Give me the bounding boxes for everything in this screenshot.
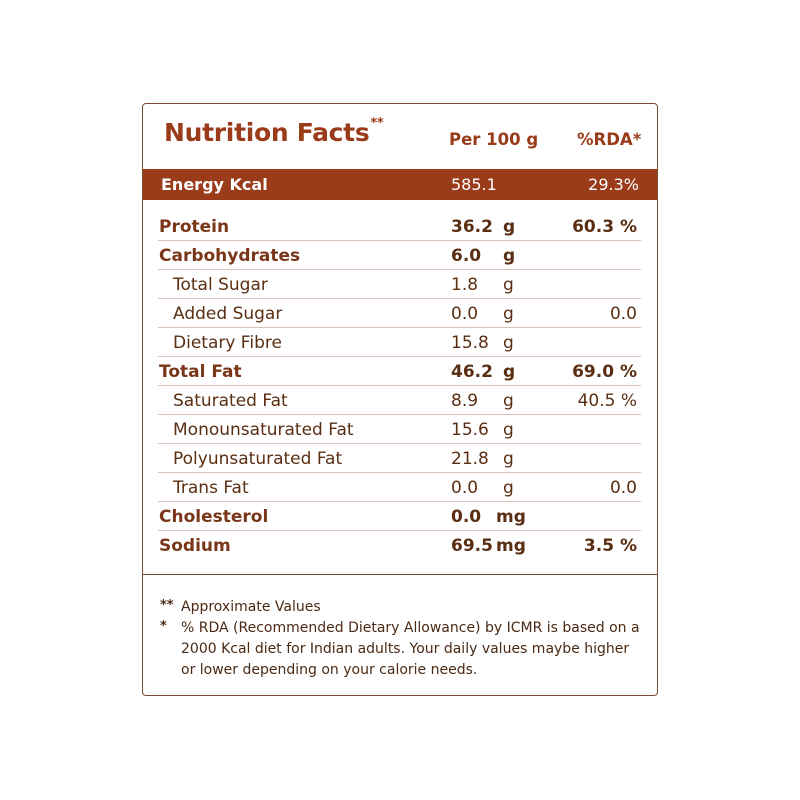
nutrient-name: Sodium (159, 536, 231, 556)
nutrient-amount: 0.0 (451, 478, 479, 498)
row-divider (158, 240, 641, 241)
nutrient-rda: 0.0 (609, 478, 637, 498)
nutrient-unit: g (503, 217, 516, 237)
nutrient-row: Polyunsaturated Fat 21.8 g (143, 444, 657, 473)
nutrient-unit: g (503, 478, 514, 498)
nutrient-amount: 15.6 (451, 420, 489, 440)
nutrient-amount: 15.8 (451, 333, 489, 353)
energy-label: Energy Kcal (161, 175, 268, 194)
nutrient-row: Cholesterol 0.0 mg (143, 502, 657, 531)
footnote-text: Approximate Values (181, 599, 321, 615)
row-divider (158, 530, 641, 531)
energy-row: Energy Kcal 585.1 29.3% (143, 169, 657, 200)
nutrient-unit: g (503, 333, 514, 353)
nutrient-name: Trans Fat (173, 478, 249, 498)
nutrient-unit: mg (496, 507, 526, 527)
footnotes: ** Approximate Values * % RDA (Recommended … (160, 597, 641, 681)
title-footnote-mark: ** (370, 116, 384, 131)
nutrient-unit: g (503, 420, 514, 440)
footnote-text: % RDA (Recommended Dietary Allowance) by… (181, 620, 640, 678)
nutrient-rda: 40.5 % (577, 391, 637, 411)
nutrient-rda: 60.3 % (572, 217, 637, 237)
nutrient-unit: g (503, 391, 514, 411)
nutrient-rda: 69.0 % (572, 362, 637, 382)
nutrient-name: Monounsaturated Fat (173, 420, 354, 440)
nutrient-name: Protein (159, 217, 230, 237)
nutrient-amount: 36.2 (451, 217, 493, 237)
row-divider (158, 443, 641, 444)
nutrient-name: Added Sugar (173, 304, 283, 324)
nutrient-amount: 69.5 (451, 536, 493, 556)
row-divider (158, 385, 641, 386)
footnote: ** Approximate Values (160, 597, 641, 618)
nutrient-name: Cholesterol (159, 507, 269, 527)
nutrient-row: Added Sugar 0.0 g 0.0 (143, 299, 657, 328)
nutrient-row: Dietary Fibre 15.8 g (143, 328, 657, 357)
nutrient-row: Sodium 69.5 mg 3.5 % (143, 531, 657, 560)
nutrition-facts-panel: Nutrition Facts** Per 100 g %RDA* Energy… (142, 103, 658, 696)
nutrient-rda: 0.0 (609, 304, 637, 324)
nutrient-unit: g (503, 362, 516, 382)
energy-rda: 29.3% (588, 175, 639, 194)
nutrient-amount: 6.0 (451, 246, 482, 266)
row-divider (158, 269, 641, 270)
nutrient-amount: 8.9 (451, 391, 479, 411)
nutrient-row: Saturated Fat 8.9 g 40.5 % (143, 386, 657, 415)
nutrient-row: Protein 36.2 g 60.3 % (143, 212, 657, 241)
nutrient-name: Saturated Fat (173, 391, 288, 411)
footnote-divider (143, 574, 657, 575)
row-divider (158, 414, 641, 415)
nutrient-unit: g (503, 246, 516, 266)
row-divider (158, 356, 641, 357)
nutrient-row: Carbohydrates 6.0 g (143, 241, 657, 270)
nutrient-name: Total Sugar (173, 275, 268, 295)
nutrient-name: Polyunsaturated Fat (173, 449, 343, 469)
nutrient-unit: g (503, 304, 514, 324)
column-header-rda: %RDA* (577, 130, 642, 149)
nutrient-rows: Protein 36.2 g 60.3 % Carbohydrates 6.0 g Total… (143, 212, 657, 560)
column-header-per-100g: Per 100 g (449, 130, 539, 149)
nutrient-amount: 0.0 (451, 304, 479, 324)
nutrient-row: Total Sugar 1.8 g (143, 270, 657, 299)
row-divider (158, 472, 641, 473)
row-divider (158, 501, 641, 502)
row-divider (158, 298, 641, 299)
panel-header: Nutrition Facts** Per 100 g %RDA* (143, 104, 657, 170)
nutrient-amount: 1.8 (451, 275, 479, 295)
row-divider (158, 327, 641, 328)
nutrient-unit: g (503, 275, 514, 295)
nutrient-row: Trans Fat 0.0 g 0.0 (143, 473, 657, 502)
footnote-mark: * (160, 619, 167, 634)
nutrient-amount: 0.0 (451, 507, 482, 527)
energy-value: 585.1 (451, 175, 497, 194)
panel-title: Nutrition Facts** (164, 116, 384, 147)
nutrient-name: Total Fat (159, 362, 242, 382)
nutrient-name: Carbohydrates (159, 246, 301, 266)
nutrient-name: Dietary Fibre (173, 333, 282, 353)
nutrient-rda: 3.5 % (583, 536, 637, 556)
nutrient-row: Total Fat 46.2 g 69.0 % (143, 357, 657, 386)
nutrient-unit: mg (496, 536, 526, 556)
footnote-mark: ** (160, 598, 174, 613)
footnote: * % RDA (Recommended Dietary Allowance) b… (160, 618, 641, 681)
nutrient-unit: g (503, 449, 514, 469)
nutrient-amount: 21.8 (451, 449, 489, 469)
nutrient-amount: 46.2 (451, 362, 493, 382)
nutrient-row: Monounsaturated Fat 15.6 g (143, 415, 657, 444)
